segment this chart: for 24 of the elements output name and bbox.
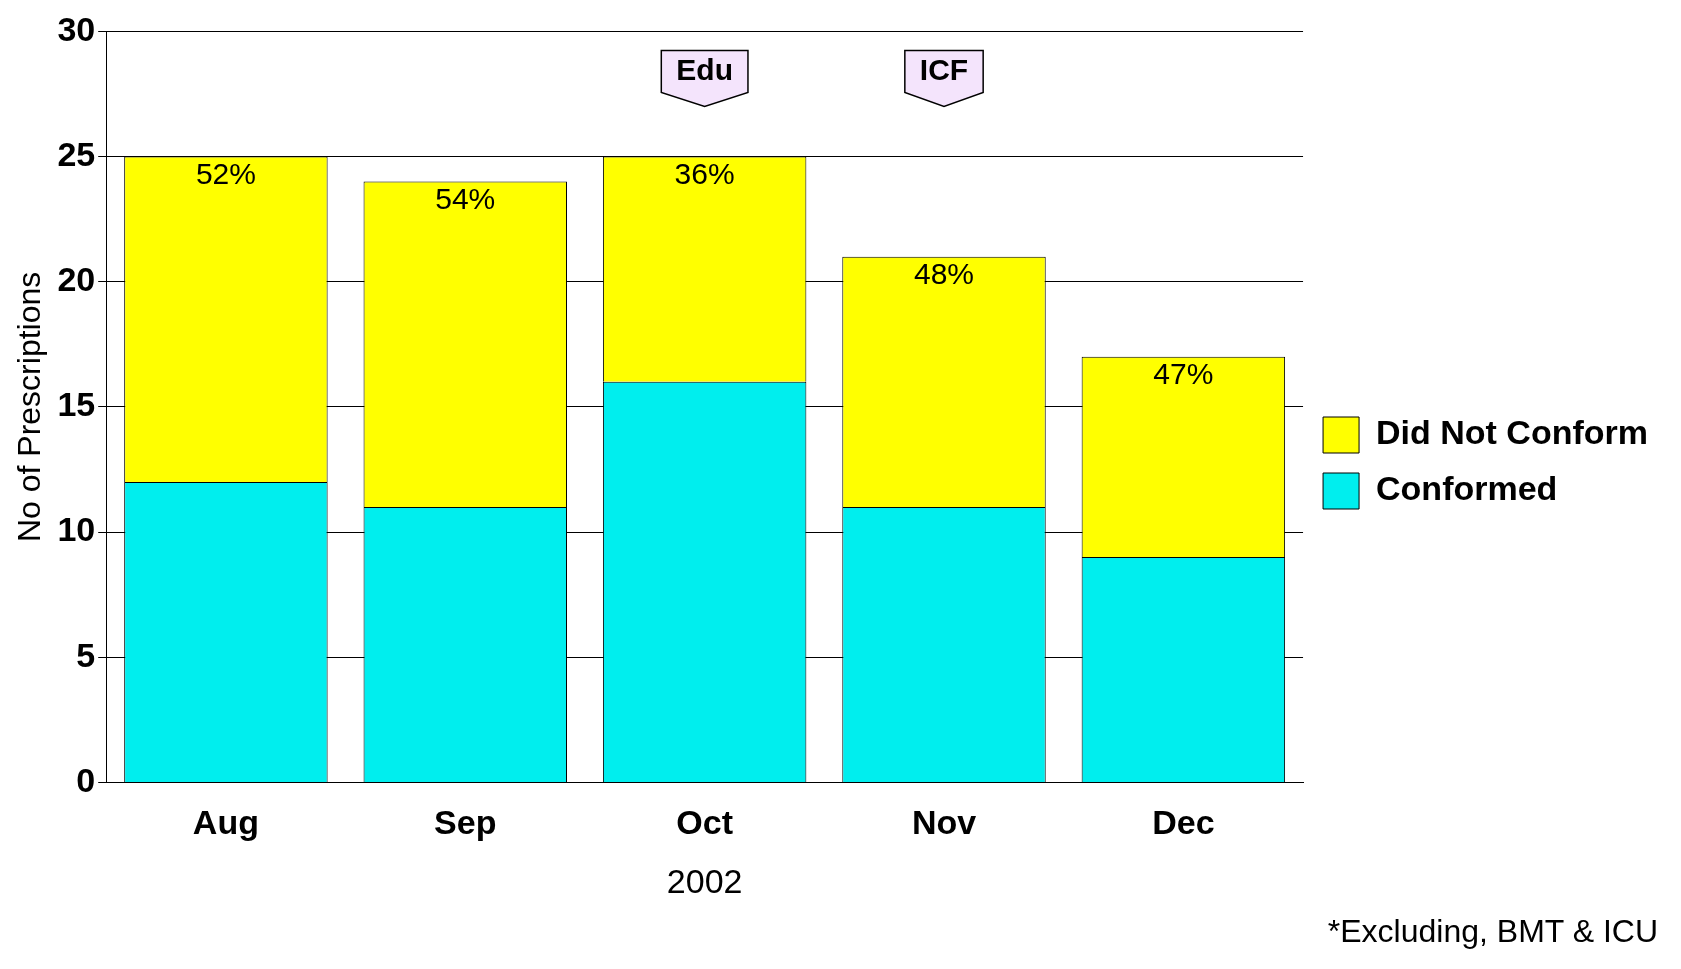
annotation: ICF (919, 52, 969, 86)
y-tick-label: 20 (57, 260, 96, 299)
annotation: Edu (676, 52, 733, 86)
annotation: 47% (1153, 357, 1214, 391)
y-tick-label: 30 (57, 9, 96, 48)
legend-label: Conformed (1376, 469, 1558, 508)
x-tick-label: Dec (1152, 803, 1215, 842)
annotation: 48% (913, 256, 975, 290)
x-axis-title: 2002 (666, 861, 743, 900)
y-axis-title: No of Prescriptions (11, 271, 48, 543)
annotation: 52% (195, 156, 256, 190)
x-tick-label: Oct (676, 803, 733, 842)
text: *Excluding, BMT & ICU (1327, 913, 1658, 950)
annotation: 54% (435, 181, 496, 215)
x-tick-label: Nov (911, 803, 977, 842)
y-tick-label: 5 (76, 635, 96, 674)
y-tick-label: 15 (57, 385, 96, 424)
annotation: 36% (674, 156, 735, 190)
y-tick-label: 25 (57, 134, 96, 173)
legend-label: Did Not Conform (1376, 413, 1648, 452)
y-tick-label: 10 (57, 510, 96, 549)
x-tick-label: Aug (192, 803, 259, 842)
x-tick-label: Sep (434, 803, 497, 842)
y-tick-label: 0 (76, 760, 96, 799)
